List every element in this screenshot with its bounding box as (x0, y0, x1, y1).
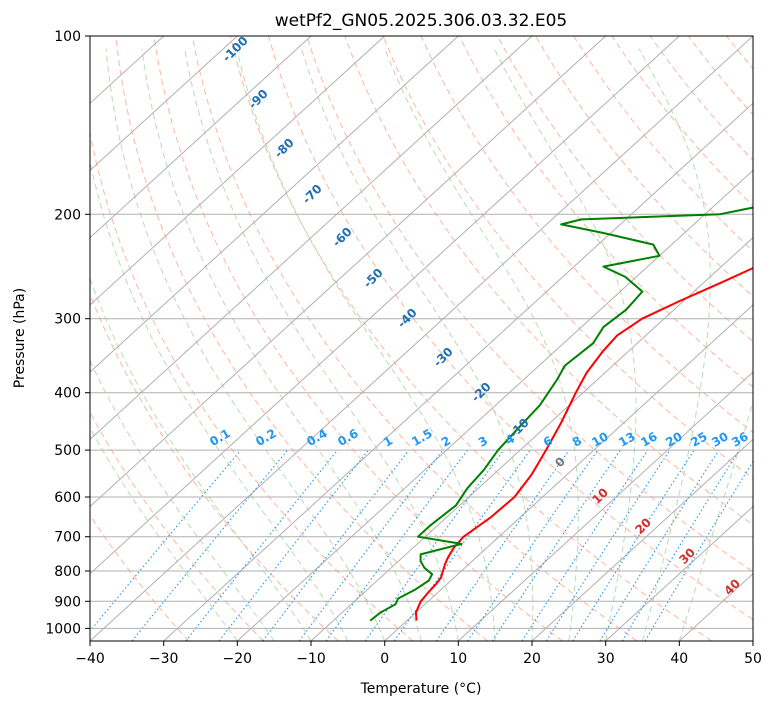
isotherm-line (90, 36, 238, 172)
isotherm-line (90, 36, 753, 641)
x-axis-label: Temperature (°C) (360, 681, 482, 697)
y-tick-label: 700 (54, 530, 81, 546)
x-tick-label: −10 (296, 651, 326, 667)
plot-frame (89, 35, 754, 642)
isotherm-line (605, 505, 753, 641)
mixing-ratio-line (393, 449, 531, 641)
x-tick-label: −40 (75, 651, 105, 667)
y-tick-label: 1000 (45, 621, 81, 637)
mixing-ratio-line (621, 449, 740, 641)
mixing-ratio-line (491, 449, 621, 641)
temperature-profile-line (414, 266, 753, 621)
moist-adiabat (493, 48, 637, 641)
y-tick-label: 600 (54, 490, 81, 506)
x-tick-label: 50 (744, 651, 762, 667)
mixing-ratio-line (467, 449, 599, 641)
mixing-ratio-line (185, 449, 339, 641)
profile-series (369, 206, 753, 622)
moist-adiabat (90, 159, 349, 641)
y-tick-label: 300 (54, 312, 81, 328)
isotherm-line (90, 36, 680, 575)
mixing-ratio-line (435, 449, 570, 641)
moist-adiabat (678, 400, 753, 641)
mixing-ratio-line (545, 449, 671, 641)
mixing-ratio-line (90, 449, 242, 632)
mixing-ratio-line (131, 449, 289, 641)
isotherm-line (90, 36, 386, 306)
isotherm-line (90, 36, 459, 373)
mixing-ratio-line (521, 449, 649, 641)
pressure-gridlines (90, 35, 753, 629)
x-tick-label: 0 (380, 651, 389, 667)
x-tick-label: 40 (670, 651, 688, 667)
mixing-ratio-line (298, 449, 444, 641)
dry-adiabat (382, 36, 753, 480)
isotherm-line (90, 36, 533, 441)
isotherm-line (384, 304, 753, 641)
x-tick-label: 20 (523, 651, 541, 667)
dry-adiabat (153, 36, 563, 641)
y-tick-label: 900 (54, 594, 81, 610)
background-lines (90, 36, 753, 641)
x-tick-label: 30 (597, 651, 615, 667)
y-axis-label: Pressure (hPa) (12, 288, 28, 388)
isotherm-line (90, 36, 607, 508)
mixing-ratio-line (262, 449, 410, 641)
dry-adiabat (90, 130, 414, 641)
dry-adiabat (535, 36, 753, 297)
y-tick-label: 200 (54, 207, 81, 223)
isotherm-line (163, 102, 753, 641)
dry-adiabat (191, 36, 638, 641)
dry-adiabat (268, 36, 753, 621)
x-tick-label: −30 (149, 651, 179, 667)
moist-adiabat (638, 48, 711, 641)
x-tick-label: 10 (449, 651, 467, 667)
moist-adiabat (384, 48, 579, 641)
dry-adiabat (306, 36, 753, 573)
y-tick-label: 500 (54, 443, 81, 459)
y-tick-label: 800 (54, 564, 81, 580)
dry-adiabat (115, 36, 488, 641)
x-axis-ticks: −40 −30 −20 −10 0 10 20 30 40 50 (75, 641, 762, 667)
moist-adiabat (141, 48, 422, 641)
dry-adiabat (90, 411, 264, 641)
moist-adiabat (184, 48, 459, 641)
y-tick-label: 400 (54, 386, 81, 402)
chart-title: wetPf2_GN05.2025.306.03.32.E05 (275, 11, 567, 31)
moist-adiabat (90, 426, 238, 641)
isotherm-line (531, 438, 753, 641)
isotherm-line (457, 371, 753, 641)
moist-adiabat (236, 48, 496, 641)
moist-adiabat (90, 359, 275, 641)
mixing-ratio-line (572, 449, 695, 641)
isotherm-line (236, 169, 753, 641)
dry-adiabat (496, 36, 753, 343)
dewpoint-profile-line (369, 206, 753, 622)
dry-adiabat (90, 514, 190, 641)
y-tick-label: 100 (54, 29, 81, 45)
y-axis-ticks: 100 200 300 400 500 600 700 800 900 1000 (45, 29, 90, 637)
x-tick-label: −20 (223, 651, 253, 667)
moist-adiabat (301, 48, 534, 641)
isotherm-line (90, 36, 312, 239)
isotherm-line (310, 236, 753, 641)
mixing-ratio-line (325, 449, 468, 641)
